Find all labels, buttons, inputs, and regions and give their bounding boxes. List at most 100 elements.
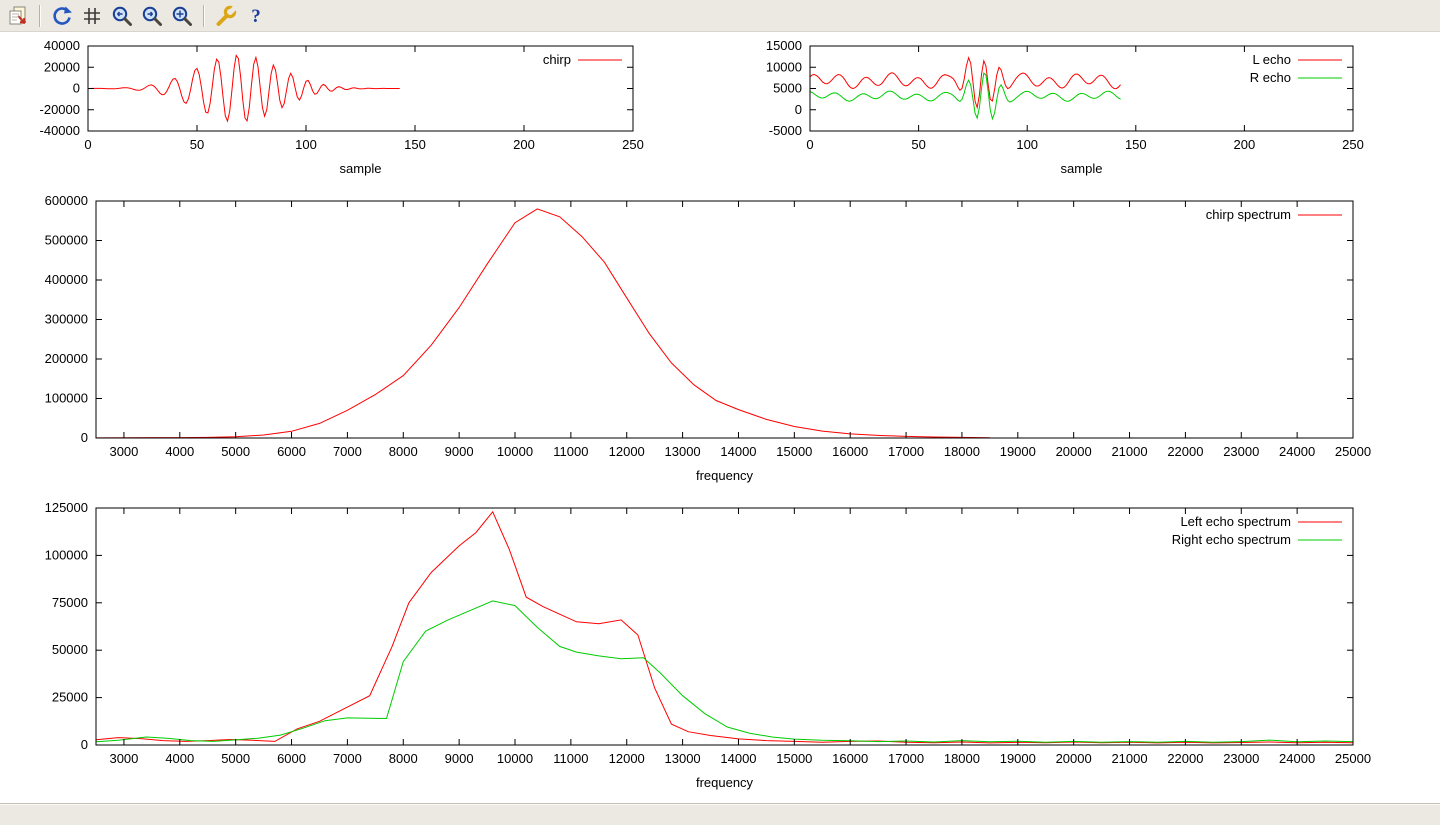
zoom-previous-button[interactable] xyxy=(108,2,136,30)
chirp-spectrum-plot[interactable]: 3000 4000 5000 6000 7000 8000 9000 10000 11000 12… xyxy=(0,187,1440,492)
x-tick-label: 20000 xyxy=(1056,751,1092,766)
x-tick-label: 4000 xyxy=(165,444,194,459)
zoom-previous-icon xyxy=(112,6,132,26)
x-tick-label: 11000 xyxy=(553,751,588,766)
series-line xyxy=(96,208,990,438)
series-line xyxy=(96,510,1353,744)
y-tick-label: 0 xyxy=(81,737,88,752)
zoom-next-icon xyxy=(142,6,162,26)
help-icon: ? xyxy=(251,6,261,27)
x-tick-label: 24000 xyxy=(1279,751,1315,766)
x-tick-label: 19000 xyxy=(1000,751,1036,766)
x-tick-label: 6000 xyxy=(277,751,306,766)
y-tick-label: 20000 xyxy=(44,59,80,74)
x-tick-label: 0 xyxy=(84,137,91,152)
toggle-grid-button[interactable] xyxy=(78,2,106,30)
x-tick-label: 50 xyxy=(911,137,925,152)
x-tick-label: 250 xyxy=(1342,137,1364,152)
plot-border xyxy=(95,507,1354,746)
y-tick-label: 0 xyxy=(795,102,802,117)
copy-to-clipboard-button[interactable] xyxy=(4,2,32,30)
x-tick-label: 17000 xyxy=(888,444,924,459)
y-tick-label: 10000 xyxy=(766,59,802,74)
y-tick-label: 0 xyxy=(81,430,88,445)
chirp-signal-svg: 0 50 100 150 200 250 -40000 -20000 0 20000 40000 sa… xyxy=(40,38,644,176)
y-tick-label: 40000 xyxy=(44,38,80,53)
x-tick-label: 9000 xyxy=(445,751,474,766)
configure-button[interactable] xyxy=(212,2,240,30)
x-axis-label: sample xyxy=(1061,161,1103,176)
help-button[interactable]: ? xyxy=(242,2,270,30)
x-tick-label: 25000 xyxy=(1335,751,1371,766)
y-tick-label: -20000 xyxy=(40,102,80,117)
y-tick-label: 100000 xyxy=(45,391,88,406)
toolbar-separator xyxy=(39,4,41,27)
copy-icon xyxy=(9,6,26,24)
x-axis-label: frequency xyxy=(696,468,754,483)
x-tick-label: 5000 xyxy=(221,751,250,766)
legend-label: R echo xyxy=(1250,70,1291,85)
x-tick-label: 10000 xyxy=(497,751,533,766)
x-tick-label: 3000 xyxy=(109,751,138,766)
x-tick-label: 19000 xyxy=(1000,444,1036,459)
x-tick-label: 16000 xyxy=(832,751,868,766)
legend-label: chirp xyxy=(543,52,571,67)
y-tick-label: 100000 xyxy=(45,547,88,562)
x-tick-label: 7000 xyxy=(333,751,362,766)
replot-button[interactable] xyxy=(48,2,76,30)
y-tick-label: 600000 xyxy=(45,193,88,208)
x-tick-label: 16000 xyxy=(832,444,868,459)
legend-label: chirp spectrum xyxy=(1206,207,1291,222)
x-tick-label: 100 xyxy=(1016,137,1038,152)
y-tick-label: 75000 xyxy=(52,595,88,610)
x-tick-label: 0 xyxy=(806,137,813,152)
series-line xyxy=(810,56,1121,110)
x-tick-label: 12000 xyxy=(609,751,645,766)
x-tick-label: 18000 xyxy=(944,444,980,459)
x-tick-label: 13000 xyxy=(665,751,701,766)
y-tick-label: 15000 xyxy=(766,38,802,53)
legend-label: L echo xyxy=(1252,52,1291,67)
x-axis-label: frequency xyxy=(696,775,754,790)
status-bar xyxy=(0,803,1440,825)
x-tick-label: 13000 xyxy=(665,444,701,459)
x-tick-label: 15000 xyxy=(776,444,812,459)
x-tick-label: 25000 xyxy=(1335,444,1371,459)
y-tick-label: -5000 xyxy=(769,123,802,138)
x-tick-label: 100 xyxy=(295,137,317,152)
zoom-next-button[interactable] xyxy=(138,2,166,30)
y-tick-label: 25000 xyxy=(52,690,88,705)
series-line xyxy=(810,72,1121,121)
echo-signals-svg: 0 50 100 150 200 250 -5000 0 5000 10000 15000 sampl… xyxy=(766,38,1364,176)
x-tick-label: 150 xyxy=(404,137,426,152)
y-tick-label: 0 xyxy=(73,81,80,96)
wrench-icon xyxy=(216,5,238,26)
toolbar: ? xyxy=(0,0,1440,32)
x-tick-label: 9000 xyxy=(445,444,474,459)
series-line xyxy=(88,54,400,123)
x-tick-label: 8000 xyxy=(389,444,418,459)
x-tick-label: 250 xyxy=(622,137,644,152)
x-tick-label: 50 xyxy=(190,137,204,152)
y-tick-label: 5000 xyxy=(773,81,802,96)
y-tick-label: 400000 xyxy=(45,272,88,287)
autoscale-icon xyxy=(172,6,192,26)
x-tick-label: 22000 xyxy=(1167,444,1203,459)
x-tick-label: 15000 xyxy=(776,751,812,766)
x-tick-label: 17000 xyxy=(888,751,924,766)
legend-label: Left echo spectrum xyxy=(1180,514,1291,529)
autoscale-button[interactable] xyxy=(168,2,196,30)
chirp-signal-plot[interactable]: 0 50 100 150 200 250 -40000 -20000 0 20000 40000 sa… xyxy=(0,32,660,190)
plot-border xyxy=(95,200,1354,439)
echo-signals-plot[interactable]: 0 50 100 150 200 250 -5000 0 5000 10000 15000 sampl… xyxy=(700,32,1440,190)
y-tick-label: 300000 xyxy=(45,312,88,327)
echo-spectra-plot[interactable]: 3000 4000 5000 6000 7000 8000 9000 10000 11000 12… xyxy=(0,494,1440,799)
x-tick-label: 3000 xyxy=(109,444,138,459)
x-tick-label: 22000 xyxy=(1167,751,1203,766)
x-tick-label: 24000 xyxy=(1279,444,1315,459)
x-tick-label: 20000 xyxy=(1056,444,1092,459)
plot-canvas: 0 50 100 150 200 250 -40000 -20000 0 20000 40000 sa… xyxy=(0,32,1440,803)
x-tick-label: 18000 xyxy=(944,751,980,766)
x-tick-label: 6000 xyxy=(277,444,306,459)
x-tick-label: 14000 xyxy=(720,444,756,459)
